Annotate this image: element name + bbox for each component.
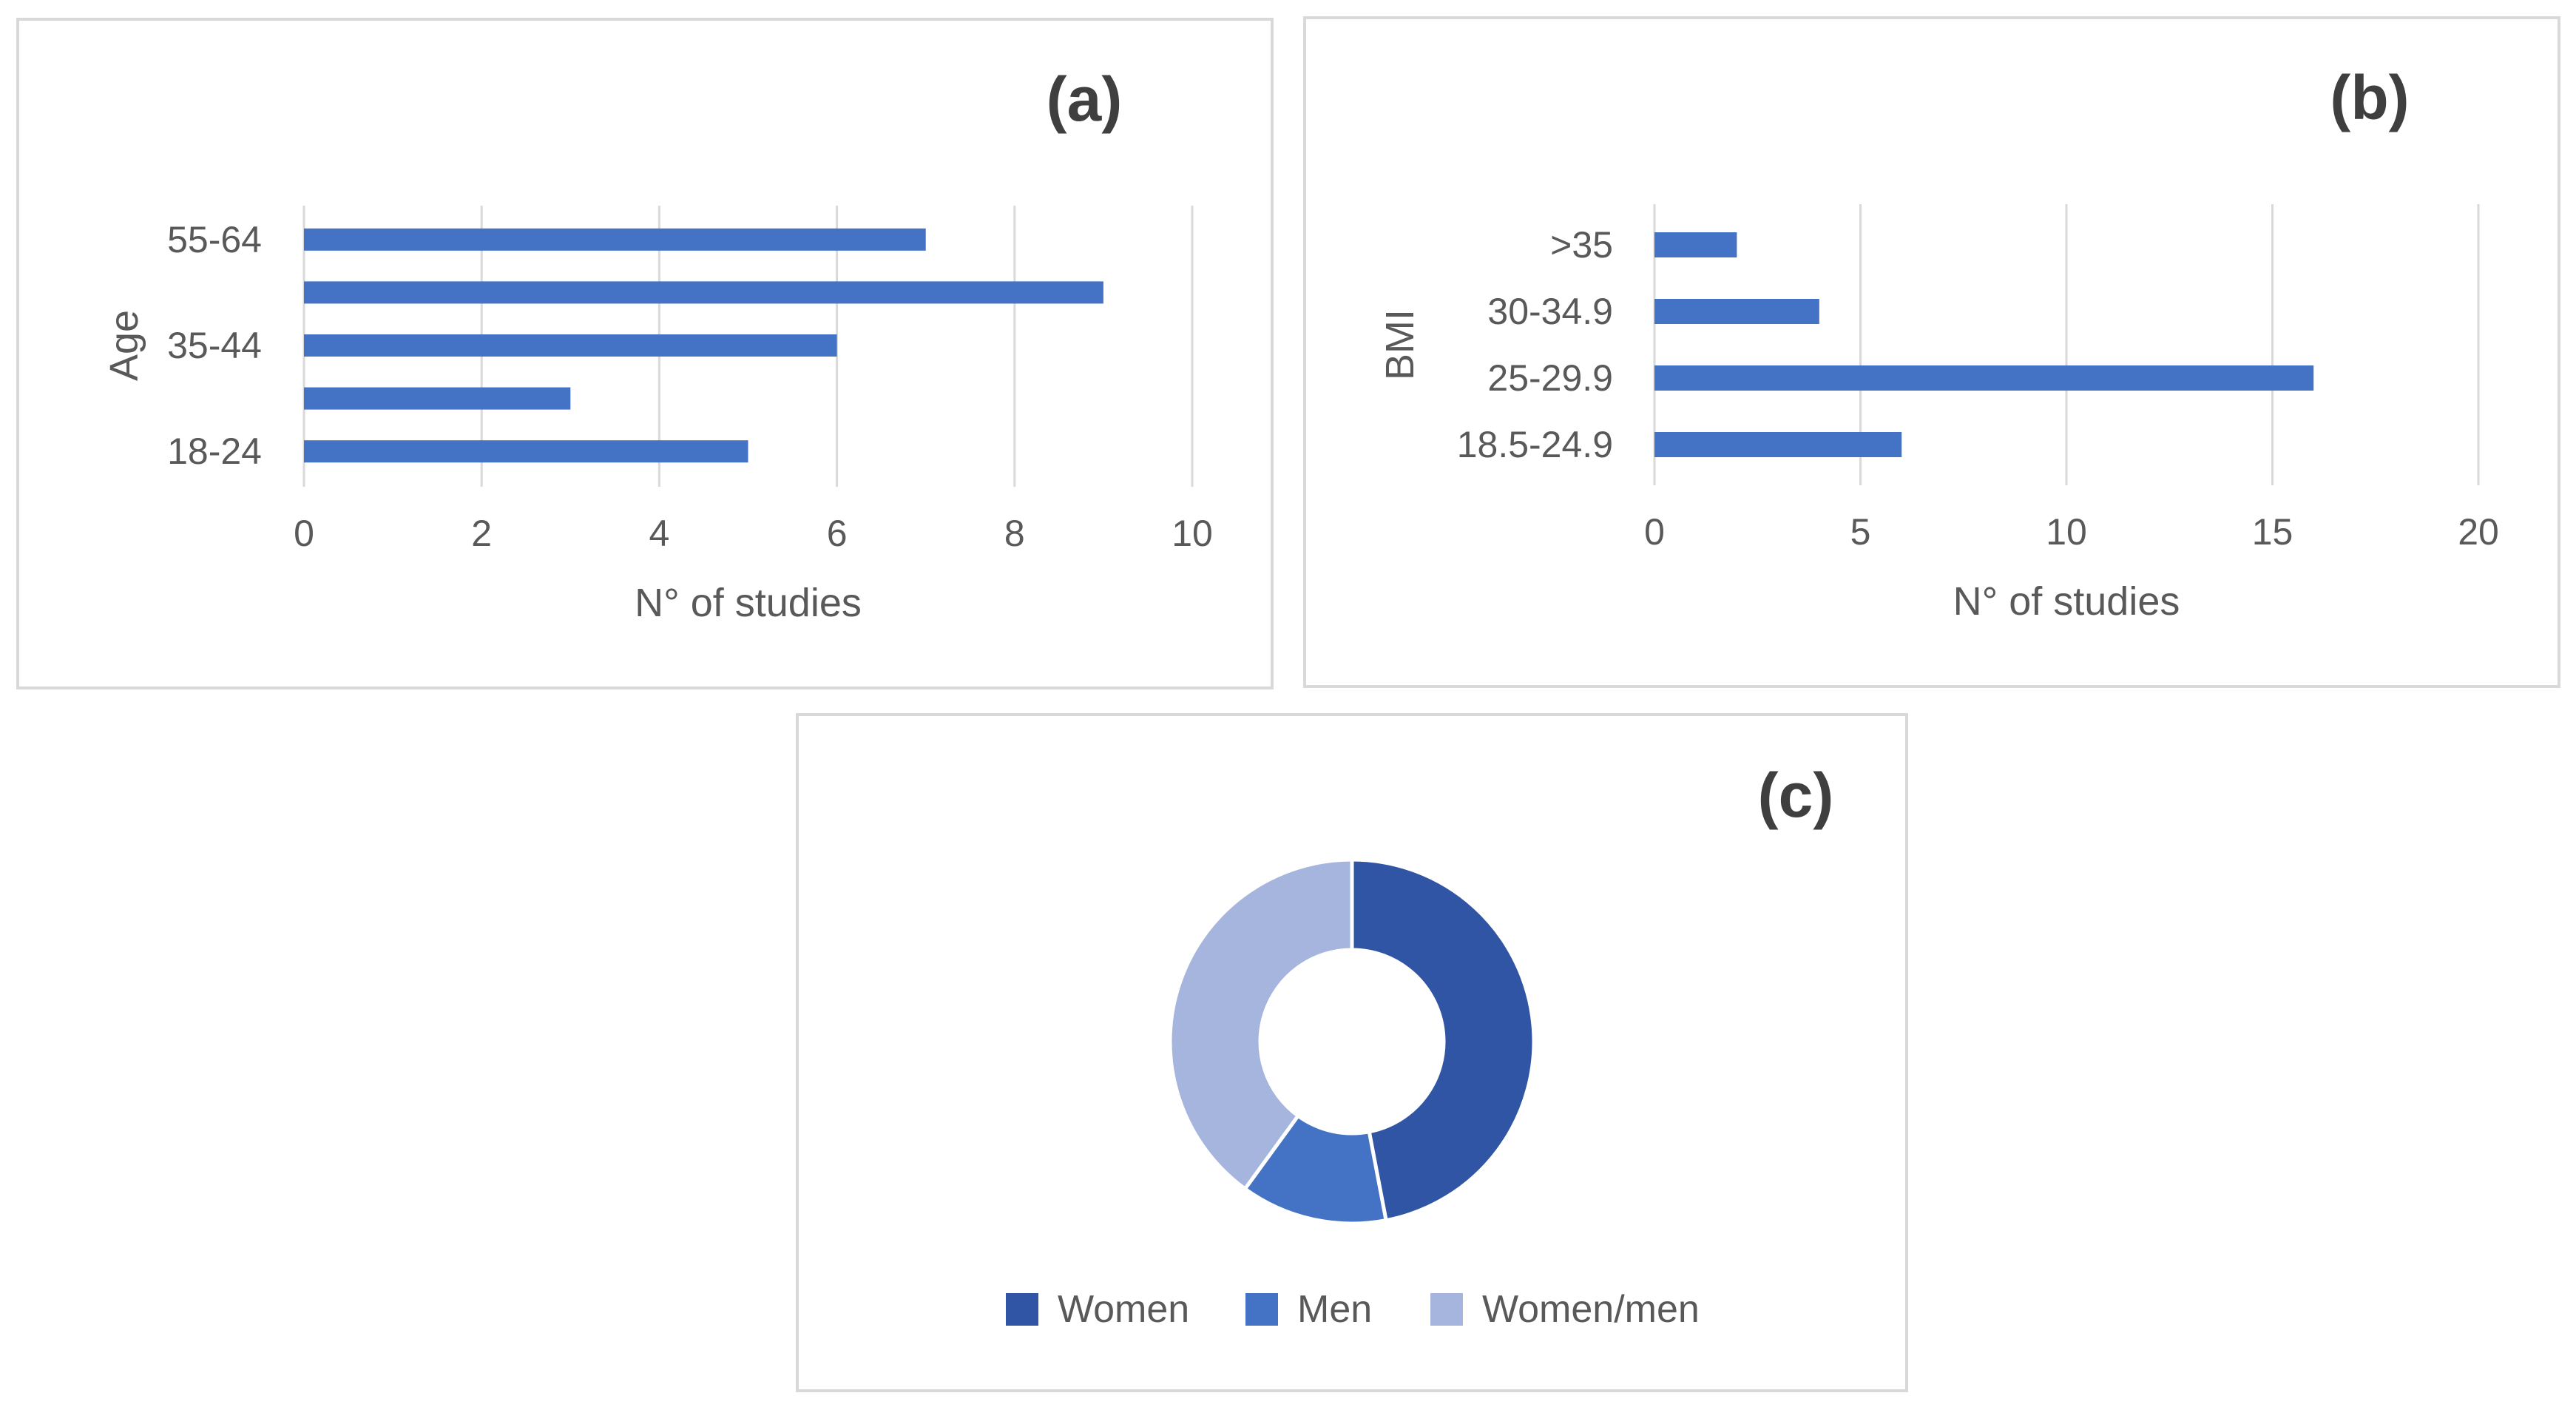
- y-axis-title: Age: [102, 310, 146, 381]
- x-tick-label: 2: [471, 513, 492, 554]
- donut-slice: [1168, 857, 1354, 1192]
- x-tick-label: 6: [827, 513, 848, 554]
- legend-swatch: [1430, 1293, 1463, 1326]
- y-tick-label: 30-34.9: [1487, 291, 1613, 332]
- y-tick-label: 25-29.9: [1487, 357, 1613, 399]
- x-axis-title: N° of studies: [1953, 579, 2180, 624]
- y-axis-title: BMI: [1378, 309, 1422, 380]
- panel-label: (a): [1047, 64, 1123, 134]
- x-tick-label: 4: [649, 513, 669, 554]
- y-tick-label: >35: [1550, 224, 1613, 266]
- x-tick-label: 0: [294, 513, 314, 554]
- y-tick-label: 18-24: [167, 431, 262, 472]
- donut-slice: [1350, 857, 1536, 1223]
- age-bar-chart: 0 2 4 6 8 10 18-24 35-44 55-64 N° of studies Age (a…: [102, 64, 1213, 625]
- y-tick-label: 35-44: [167, 325, 262, 366]
- gender-donut-chart: Women Men Women/men (c): [1006, 760, 1834, 1331]
- bar: [304, 334, 837, 357]
- x-tick-label: 10: [1172, 513, 1213, 554]
- y-tick-label: 55-64: [167, 219, 262, 260]
- panel-c: Women Men Women/men (c): [796, 713, 1908, 1392]
- x-tick-label: 20: [2458, 511, 2499, 553]
- panel-b: 0 5 10 15 20 18.5-24.9 25-29.9 30-34.9 >35 N° of …: [1303, 16, 2560, 688]
- legend-label: Women: [1058, 1288, 1189, 1331]
- legend-label: Men: [1297, 1288, 1372, 1331]
- x-tick-label: 0: [1644, 511, 1665, 553]
- bmi-bar-chart: 0 5 10 15 20 18.5-24.9 25-29.9 30-34.9 >35 N° of …: [1378, 63, 2499, 624]
- y-tick-label: 18.5-24.9: [1457, 424, 1613, 465]
- bar: [304, 281, 1103, 304]
- bar: [304, 440, 748, 463]
- legend-label: Women/men: [1482, 1288, 1700, 1331]
- x-tick-label: 10: [2046, 511, 2087, 553]
- bar: [304, 228, 926, 251]
- legend-swatch: [1006, 1293, 1038, 1326]
- legend-swatch: [1245, 1293, 1278, 1326]
- bar: [1654, 232, 1737, 257]
- panel-label: (c): [1758, 760, 1834, 830]
- panel-label: (b): [2330, 63, 2409, 132]
- bar: [1654, 365, 2314, 391]
- x-axis-title: N° of studies: [635, 581, 862, 625]
- x-tick-label: 5: [1850, 511, 1871, 553]
- bar: [304, 387, 571, 410]
- x-tick-label: 15: [2252, 511, 2293, 553]
- bar: [1654, 432, 1902, 457]
- panel-a: 0 2 4 6 8 10 18-24 35-44 55-64 N° of studies Age (a…: [16, 18, 1274, 689]
- x-tick-label: 8: [1004, 513, 1025, 554]
- bar: [1654, 299, 1819, 324]
